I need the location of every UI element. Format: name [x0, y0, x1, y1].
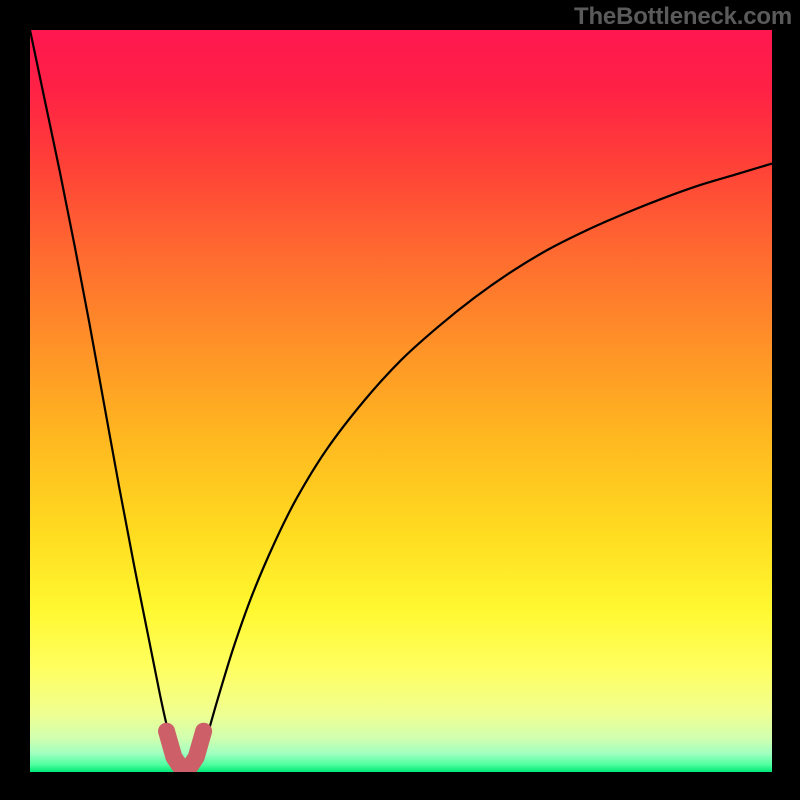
watermark-text: TheBottleneck.com — [574, 3, 792, 31]
plot-area — [30, 30, 772, 772]
curve-layer — [30, 30, 772, 772]
chart-frame: TheBottleneck.com — [0, 0, 800, 800]
optimal-marker — [167, 731, 204, 768]
bottleneck-curve — [30, 30, 772, 772]
